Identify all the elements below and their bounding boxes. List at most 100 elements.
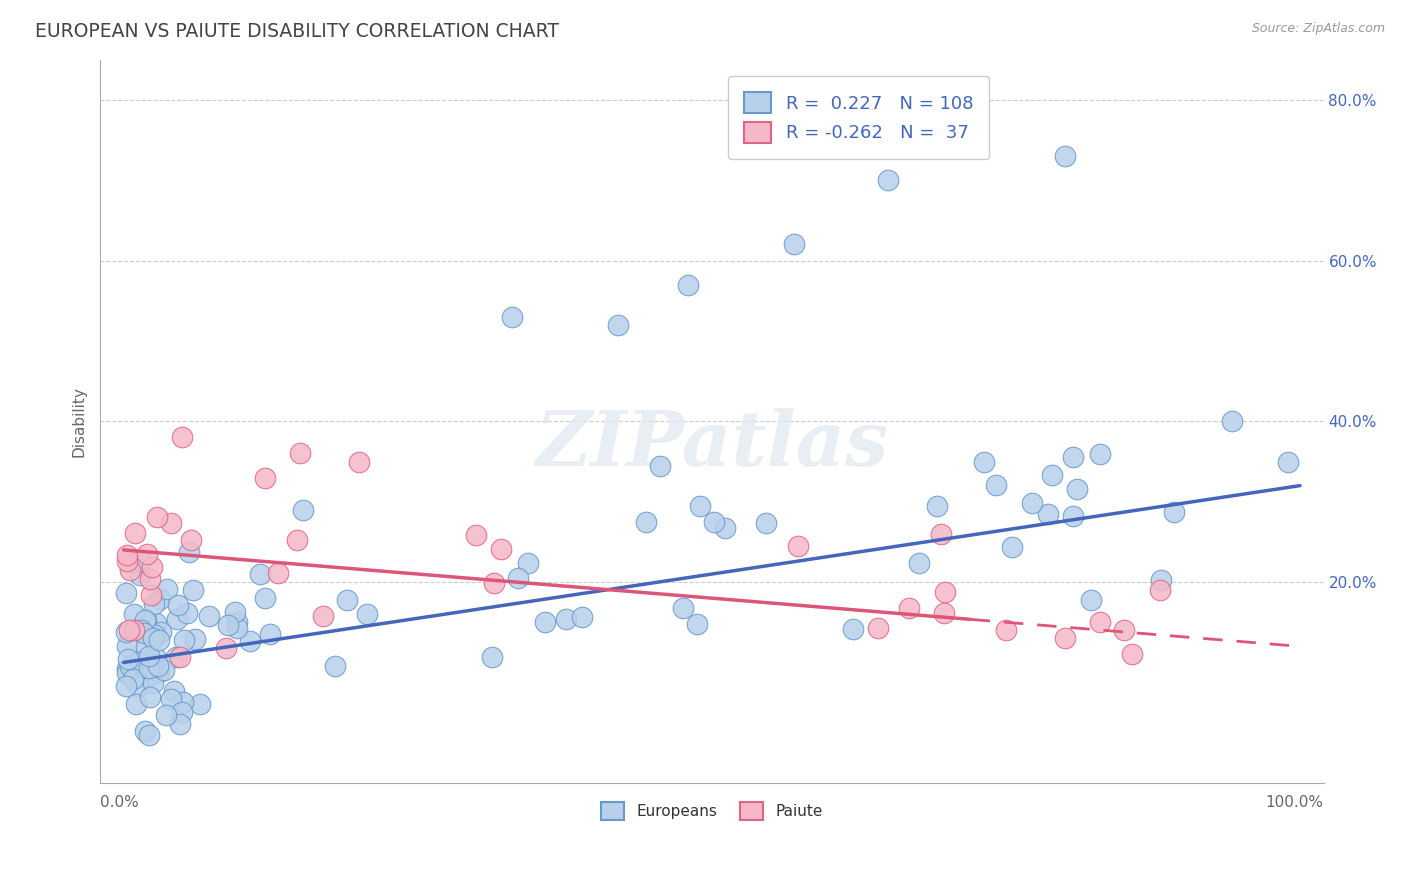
Point	[934, 585, 956, 599]
Legend: Europeans, Paiute: Europeans, Paiute	[595, 797, 828, 826]
Point	[139, 588, 162, 602]
Point	[755, 516, 778, 530]
Point	[131, 623, 153, 637]
Text: 100.0%: 100.0%	[1265, 795, 1323, 810]
Point	[141, 657, 163, 672]
Point	[347, 454, 370, 468]
Point	[224, 605, 246, 619]
Point	[134, 724, 156, 739]
Point	[115, 679, 138, 693]
Point	[145, 616, 167, 631]
Point	[173, 632, 195, 647]
Point	[115, 624, 138, 639]
Point	[907, 556, 929, 570]
Point	[136, 548, 159, 562]
Text: Source: ZipAtlas.com: Source: ZipAtlas.com	[1251, 22, 1385, 36]
Point	[650, 459, 672, 474]
Point	[169, 717, 191, 731]
Point	[1062, 509, 1084, 524]
Point	[842, 622, 865, 636]
Point	[465, 528, 488, 542]
Point	[606, 318, 628, 332]
Point	[973, 455, 995, 469]
Point	[1053, 149, 1076, 163]
Point	[285, 533, 308, 548]
Point	[129, 554, 152, 568]
Point	[115, 586, 138, 600]
Point	[143, 597, 166, 611]
Point	[138, 572, 160, 586]
Text: EUROPEAN VS PAIUTE DISABILITY CORRELATION CHART: EUROPEAN VS PAIUTE DISABILITY CORRELATIO…	[35, 22, 560, 41]
Point	[555, 612, 578, 626]
Point	[672, 600, 695, 615]
Point	[156, 582, 179, 596]
Point	[148, 633, 170, 648]
Point	[127, 679, 149, 693]
Point	[714, 521, 737, 535]
Point	[1038, 507, 1060, 521]
Point	[125, 697, 148, 711]
Point	[292, 503, 315, 517]
Point	[1040, 467, 1063, 482]
Point	[135, 640, 157, 654]
Point	[491, 541, 513, 556]
Point	[139, 668, 162, 682]
Point	[124, 555, 146, 569]
Point	[703, 516, 725, 530]
Point	[1062, 450, 1084, 465]
Point	[239, 634, 262, 648]
Point	[783, 237, 806, 252]
Point	[516, 556, 538, 570]
Point	[165, 650, 187, 665]
Point	[1090, 447, 1112, 461]
Point	[166, 612, 188, 626]
Point	[124, 526, 146, 541]
Point	[176, 606, 198, 620]
Point	[170, 705, 193, 719]
Point	[148, 665, 170, 680]
Point	[678, 277, 700, 292]
Point	[259, 626, 281, 640]
Point	[115, 548, 138, 562]
Point	[145, 628, 167, 642]
Point	[253, 591, 276, 605]
Point	[177, 545, 200, 559]
Point	[1066, 482, 1088, 496]
Point	[124, 607, 146, 621]
Point	[1149, 583, 1171, 598]
Point	[482, 576, 505, 591]
Point	[181, 582, 204, 597]
Point	[160, 516, 183, 530]
Point	[141, 559, 163, 574]
Point	[155, 708, 177, 723]
Text: 0.0%: 0.0%	[100, 795, 139, 810]
Point	[169, 649, 191, 664]
Point	[508, 571, 530, 585]
Point	[115, 662, 138, 676]
Point	[184, 632, 207, 647]
Point	[312, 609, 335, 624]
Point	[145, 509, 167, 524]
Point	[356, 607, 378, 621]
Point	[148, 659, 170, 673]
Point	[249, 566, 271, 581]
Point	[139, 690, 162, 704]
Point	[117, 640, 139, 654]
Point	[686, 617, 709, 632]
Point	[117, 652, 139, 666]
Point	[138, 648, 160, 663]
Point	[986, 477, 1008, 491]
Point	[1088, 615, 1111, 630]
Point	[115, 554, 138, 568]
Point	[1112, 624, 1135, 638]
Point	[150, 624, 173, 639]
Point	[994, 624, 1017, 638]
Point	[934, 607, 956, 621]
Point	[138, 661, 160, 675]
Point	[115, 666, 138, 681]
Point	[898, 601, 921, 615]
Point	[1000, 540, 1022, 554]
Point	[325, 659, 347, 673]
Point	[1121, 647, 1143, 661]
Point	[925, 499, 948, 513]
